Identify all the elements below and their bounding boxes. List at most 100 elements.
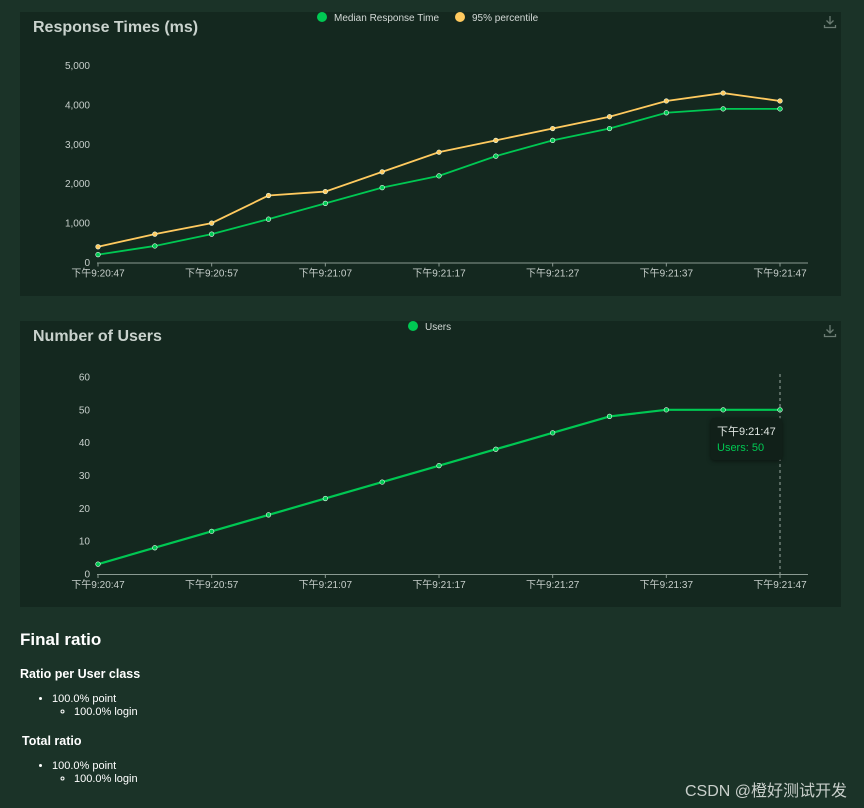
y-tick-label: 10	[79, 537, 91, 548]
y-tick-label: 0	[84, 570, 90, 581]
data-point	[720, 407, 726, 413]
per-user-class-list: 100.0% point 100.0% login	[20, 693, 138, 719]
data-point	[265, 192, 272, 199]
data-point	[663, 110, 669, 116]
users-panel: Number of Users Users 0 10 20 30 40 50 60 下午9:2…	[20, 321, 841, 607]
list-item-text: 100.0% point	[52, 760, 117, 772]
data-point	[663, 98, 669, 104]
x-tick-label: 下午9:21:37	[640, 578, 694, 591]
y-tick-label: 1,000	[65, 219, 90, 230]
x-tick-label: 下午9:21:47	[753, 578, 807, 591]
x-tick-label: 下午9:21:07	[299, 267, 353, 280]
series-line-0	[97, 408, 780, 566]
series-line-0	[97, 107, 780, 256]
y-tick-label: 40	[79, 438, 91, 449]
data-point	[152, 545, 158, 551]
response-times-chart: 0 1,000 2,000 3,000 4,000 5,000 下午9:20:47 下午9:2…	[65, 61, 808, 280]
list-sub-item: 100.0% login	[74, 773, 138, 786]
x-tick-label: 下午9:21:27	[526, 267, 580, 280]
data-point	[152, 243, 158, 249]
data-point	[322, 495, 328, 502]
list-item-text: 100.0% point	[52, 693, 117, 705]
data-point	[379, 169, 385, 175]
legend-label-users: Users	[425, 322, 452, 333]
list-sub-item-text: 100.0% login	[74, 773, 138, 785]
data-point	[265, 216, 272, 222]
watermark: CSDN @橙好测试开发	[684, 783, 847, 800]
data-point	[322, 188, 328, 195]
download-icon[interactable]	[823, 324, 837, 338]
data-point	[606, 413, 613, 419]
data-point	[606, 114, 613, 120]
x-tick-label: 下午9:21:47	[753, 267, 807, 280]
x-tick-label: 下午9:21:17	[412, 267, 466, 280]
data-point	[209, 231, 215, 237]
data-point	[209, 220, 215, 226]
tooltip-time: 下午9:21:47	[717, 426, 776, 438]
response-times-title: Response Times (ms)	[33, 19, 199, 36]
y-tick-label: 30	[79, 471, 91, 482]
data-point	[265, 512, 272, 518]
series-line-1	[97, 92, 781, 248]
data-point	[720, 90, 726, 96]
data-point	[152, 231, 158, 237]
data-point	[493, 137, 499, 143]
data-point	[436, 463, 442, 469]
data-point	[209, 528, 215, 534]
users-chart: 0 10 20 30 40 50 60 下午9:20:47 下午9:20:57 下午9:21:07…	[71, 373, 808, 591]
y-tick-label: 5,000	[65, 61, 90, 72]
list-sub-item: 100.0% login	[74, 706, 138, 719]
data-point	[95, 561, 101, 567]
data-point	[550, 430, 556, 436]
data-point	[493, 153, 499, 159]
tooltip-value: Users: 50	[717, 442, 765, 454]
legend-dot-median	[317, 12, 327, 22]
chart-tooltip: 下午9:21:47 Users: 50	[711, 418, 782, 460]
legend-dot-p95	[455, 12, 465, 22]
x-tick-label: 下午9:21:07	[299, 578, 353, 591]
data-point	[95, 244, 101, 250]
x-tick-label: 下午9:20:57	[185, 578, 239, 591]
list-item: 100.0% point 100.0% login	[52, 693, 138, 719]
x-tick-label: 下午9:21:17	[412, 578, 466, 591]
data-point	[379, 185, 385, 191]
list-sub-item-text: 100.0% login	[74, 706, 138, 718]
total-ratio-title: Total ratio	[22, 734, 82, 748]
x-tick-label: 下午9:20:47	[71, 578, 125, 591]
list-item: 100.0% point 100.0% login	[52, 760, 138, 786]
y-tick-label: 20	[79, 504, 91, 515]
y-tick-label: 50	[79, 405, 91, 416]
legend-label-p95: 95% percentile	[472, 13, 539, 24]
data-point	[436, 173, 442, 179]
data-point	[550, 125, 556, 132]
legend-item-users[interactable]: Users	[408, 321, 451, 333]
legend-label-median: Median Response Time	[334, 13, 440, 24]
data-point	[606, 125, 613, 132]
legend-item-median[interactable]: Median Response Time	[317, 12, 439, 24]
x-tick-label: 下午9:21:27	[526, 578, 580, 591]
users-title: Number of Users	[33, 328, 162, 345]
total-ratio-list: 100.0% point 100.0% login	[20, 760, 138, 786]
data-point	[95, 252, 101, 258]
x-tick-label: 下午9:20:47	[71, 267, 125, 280]
data-point	[322, 200, 328, 206]
y-tick-label: 3,000	[65, 140, 90, 151]
data-point	[720, 106, 726, 112]
legend-item-p95[interactable]: 95% percentile	[455, 12, 538, 24]
data-point	[550, 137, 556, 143]
data-point	[493, 446, 499, 452]
data-point	[777, 106, 783, 112]
data-point	[379, 479, 385, 485]
download-icon[interactable]	[823, 15, 837, 29]
y-tick-label: 60	[79, 373, 91, 384]
x-tick-label: 下午9:21:37	[640, 267, 694, 280]
legend-dot-users	[408, 321, 418, 331]
data-point	[777, 98, 783, 104]
response-times-panel: Response Times (ms) Median Response Time…	[20, 12, 841, 296]
y-tick-label: 2,000	[65, 179, 90, 190]
x-tick-label: 下午9:20:57	[185, 267, 239, 280]
y-tick-label: 4,000	[65, 100, 90, 111]
data-point	[436, 149, 442, 155]
final-ratio-title: Final ratio	[20, 630, 102, 649]
y-tick-label: 0	[84, 258, 90, 269]
